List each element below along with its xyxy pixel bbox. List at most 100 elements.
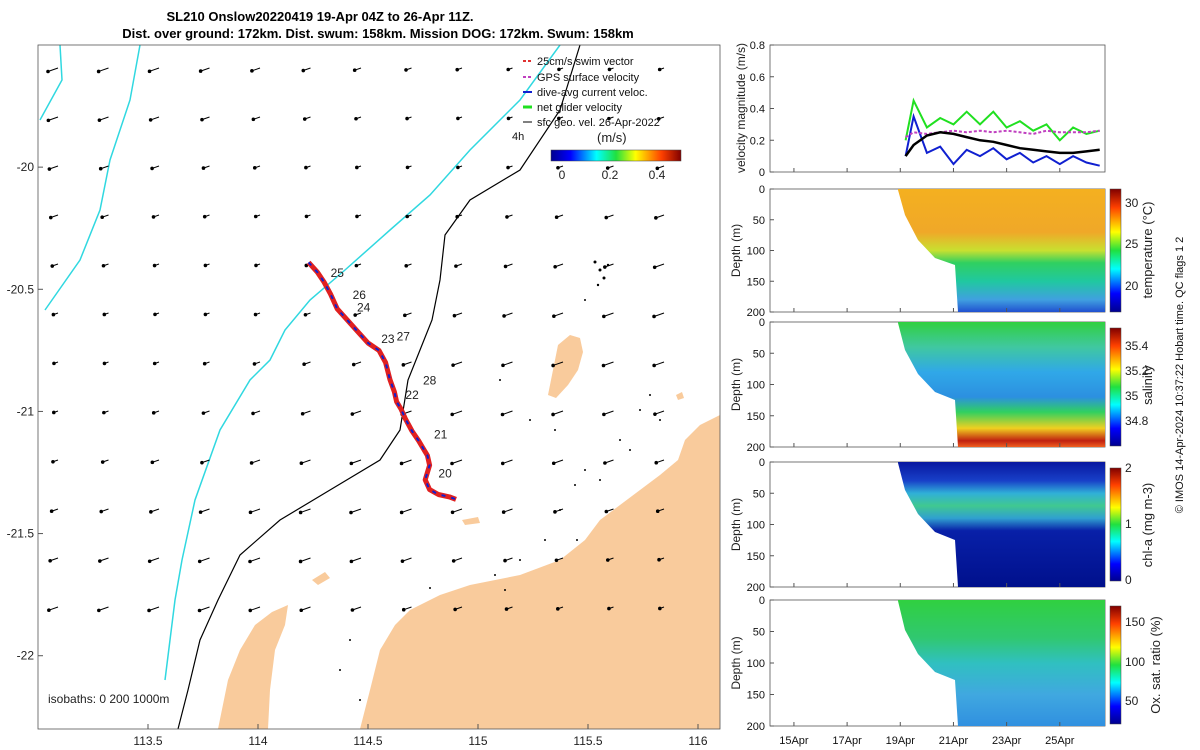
date-tick-label: 23Apr [992, 735, 1022, 747]
vector-head [49, 509, 54, 514]
vector-head [353, 313, 358, 317]
mainland [360, 415, 720, 729]
vector-head [251, 411, 255, 416]
vector-head [299, 461, 304, 465]
vector-head [354, 116, 358, 121]
vector-head [149, 510, 153, 514]
vector-head [252, 166, 257, 170]
vector-head [354, 263, 359, 268]
vector-head [352, 68, 357, 73]
vector-head [102, 410, 106, 415]
time-label: 4h [512, 131, 524, 143]
depth-tick-label: 0 [759, 317, 765, 329]
isobath-0m [39, 45, 561, 681]
vector-head [604, 509, 609, 514]
vector-head [404, 68, 408, 72]
vector-head [557, 67, 561, 72]
vector-head [655, 166, 660, 171]
colorbar-tick: 35 [1125, 389, 1139, 403]
colorbar-tick: 100 [1125, 655, 1145, 669]
lon-tick-label: 114 [248, 734, 267, 748]
vector-head [607, 606, 611, 611]
vector-head [351, 362, 356, 367]
copyright-note: © IMOS 14-Apr-2024 10:37:22 Hobart time.… [1174, 237, 1186, 514]
depth-tick-label: 0 [759, 457, 765, 469]
vector-head [152, 361, 157, 366]
vector-head [100, 215, 104, 220]
vector-head [605, 166, 610, 170]
vector-head [302, 362, 306, 367]
vector-head [51, 459, 55, 464]
vector-head [201, 411, 206, 415]
vector-head [151, 215, 156, 219]
vector-head [505, 215, 509, 219]
vector-head [350, 412, 355, 416]
vector-head [301, 68, 306, 73]
colorbar-tick: 35.2 [1125, 364, 1149, 378]
vector-head [456, 116, 460, 121]
vector-head [355, 165, 359, 170]
day-label: 27 [397, 330, 411, 344]
vector-head [349, 461, 354, 466]
vector-head [551, 363, 555, 368]
vector-head [249, 461, 254, 465]
vector-head [652, 265, 657, 270]
day-label: 24 [357, 300, 371, 314]
date-ticks: 15Apr 17Apr 19Apr 21Apr 23Apr 25Apr [779, 168, 1075, 747]
vector-head [554, 215, 559, 220]
latitude-ticks: -20 -20.5 -21 -21.5 -22 [7, 160, 43, 663]
vector-head [501, 363, 505, 368]
vector-head [51, 312, 56, 317]
vector-head [254, 263, 258, 268]
depth-label: Depth (m) [729, 358, 743, 411]
vector-head [653, 412, 657, 416]
vector-head [101, 263, 106, 268]
day-label: 22 [405, 388, 419, 402]
vector-head [349, 510, 353, 515]
day-label: 26 [353, 288, 367, 302]
map-legend: 25cm/s swim vector GPS surface velocity … [512, 56, 682, 182]
depth-tick-label: 100 [747, 520, 765, 532]
velocity-series-line [904, 97, 1100, 142]
vector-head [200, 117, 204, 122]
temperature-colorbar [1109, 188, 1122, 313]
vector-head [603, 461, 607, 465]
longitude-ticks: 113.5 114 114.5 115 115.5 116 [133, 724, 708, 748]
vector-head [602, 412, 606, 417]
vector-head [47, 608, 51, 612]
vector-head [100, 460, 105, 464]
vector-head [48, 558, 52, 563]
legend-sfc-geo: sfc geo. vel. 26-Apr-2022 [523, 117, 660, 129]
depth-label: Depth (m) [729, 224, 743, 277]
vector-head [147, 559, 152, 564]
vector-head [503, 264, 508, 269]
legend-label: GPS surface velocity [537, 72, 640, 84]
vector-head [52, 361, 56, 366]
vector-head [201, 166, 206, 170]
vector-head [153, 312, 157, 317]
vector-head [46, 118, 51, 123]
vector-head [300, 411, 305, 416]
temperature-clabel: temperature (°C) [1140, 202, 1155, 299]
vector-head [654, 460, 659, 465]
isobath-200m [177, 45, 581, 729]
date-tick-label: 19Apr [886, 735, 916, 747]
vector-head [150, 460, 155, 465]
depth-tick-label: 200 [747, 307, 765, 319]
velocity-series-line [904, 131, 1100, 157]
legend-dive-avg: dive-avg current veloc. [523, 87, 648, 99]
vector-head [248, 510, 253, 515]
vector-head [399, 510, 404, 515]
colorbar-tick: 150 [1125, 615, 1145, 629]
vector-head [453, 607, 457, 612]
vector-head [452, 313, 457, 318]
chla-panel: 2 1 0 chl-a (mg m-3) [769, 461, 1155, 588]
vector-head [500, 412, 505, 417]
vector-head [355, 214, 359, 219]
vector-head [500, 461, 505, 466]
speed-tick: 0 [559, 168, 566, 182]
vector-head [299, 608, 304, 613]
colorbar-tick: 34.8 [1125, 414, 1149, 428]
legend-label: net glider velocity [537, 102, 622, 114]
